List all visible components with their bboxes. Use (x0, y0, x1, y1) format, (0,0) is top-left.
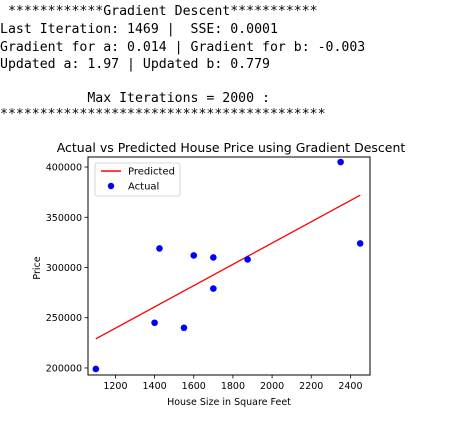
chart-title: Actual vs Predicted House Price using Gr… (57, 140, 406, 155)
actual-point (210, 285, 217, 292)
console-max-iterations-line: Max Iterations = 2000 : (0, 91, 270, 106)
console-last-iteration-line: Last Iteration: 1469 | SSE: 0.0001 (0, 22, 278, 37)
actual-point (151, 319, 158, 327)
actual-point (244, 256, 251, 263)
series-layer (92, 158, 364, 373)
legend: Predicted Actual (94, 162, 181, 197)
actual-point (180, 324, 188, 332)
legend-actual-swatch (107, 182, 115, 190)
x-tick-label: 1600 (182, 381, 206, 392)
console-footer-line: ****************************************… (0, 107, 326, 122)
console-header-line: ************Gradient Descent*********** (0, 4, 318, 19)
x-axis-label: House Size in Square Feet (167, 397, 291, 408)
y-axis: 200000 250000 300000 350000 400000 (46, 163, 88, 374)
scatter-chart: Actual vs Predicted House Price using Gr… (32, 140, 406, 408)
actual-point (210, 254, 217, 261)
legend-actual-label: Actual (128, 182, 159, 193)
console-updated-line: Updated a: 1.97 | Updated b: 0.779 (0, 57, 270, 72)
x-tick-label: 1800 (221, 381, 245, 392)
y-tick-label: 400000 (46, 163, 82, 174)
actual-point (356, 240, 364, 247)
chart-container: Actual vs Predicted House Price using Gr… (0, 134, 457, 416)
x-tick-label: 1200 (103, 381, 127, 392)
legend-predicted-label: Predicted (128, 167, 175, 178)
y-tick-label: 300000 (46, 263, 82, 274)
y-tick-label: 250000 (46, 313, 82, 324)
x-tick-label: 2400 (338, 381, 362, 392)
predicted-line (95, 194, 361, 340)
actual-point (337, 158, 344, 166)
y-axis-label: Price (32, 256, 43, 279)
console-gradient-line: Gradient for a: 0.014 | Gradient for b: … (0, 39, 366, 55)
x-tick-label: 2000 (260, 381, 284, 392)
actual-point (190, 252, 198, 259)
x-tick-label: 1400 (142, 381, 166, 392)
actual-point (92, 365, 100, 373)
x-tick-label: 2200 (299, 381, 323, 392)
x-axis: 1200 1400 1600 1800 2000 2200 2400 (103, 375, 363, 392)
y-tick-label: 350000 (46, 213, 82, 224)
y-tick-label: 200000 (46, 363, 82, 374)
actual-point (156, 245, 163, 252)
